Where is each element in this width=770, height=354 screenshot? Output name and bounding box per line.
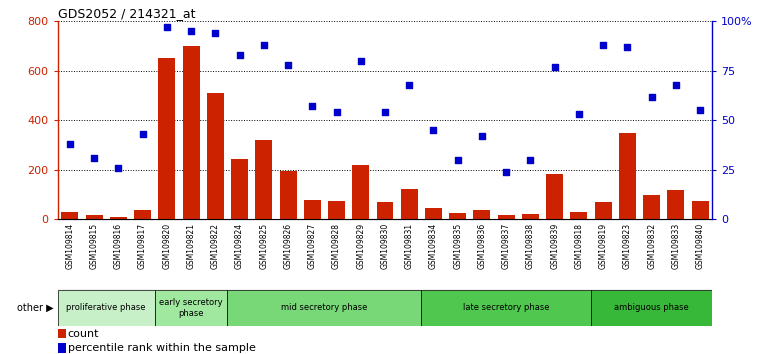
Bar [522, 214, 539, 219]
Bar [280, 171, 296, 219]
Point [209, 30, 222, 36]
Bar [425, 208, 442, 219]
Point [500, 169, 512, 175]
Point [451, 157, 464, 163]
Text: GSM109821: GSM109821 [186, 223, 196, 269]
Bar [62, 212, 79, 219]
Bar [58, 343, 65, 353]
Text: GSM109832: GSM109832 [647, 223, 656, 269]
Point [403, 82, 415, 87]
Text: GSM109819: GSM109819 [598, 223, 608, 269]
Text: GSM109817: GSM109817 [138, 223, 147, 269]
Bar [571, 212, 588, 219]
Bar [668, 190, 685, 219]
Text: percentile rank within the sample: percentile rank within the sample [68, 343, 256, 353]
Point [258, 42, 270, 48]
Bar [110, 217, 127, 219]
Text: other ▶: other ▶ [17, 303, 54, 313]
Point [427, 127, 440, 133]
Point [670, 82, 682, 87]
Point [694, 108, 706, 113]
Bar [421, 290, 591, 326]
Bar [594, 202, 611, 219]
Point [524, 157, 537, 163]
Bar [58, 290, 155, 326]
Text: GSM109836: GSM109836 [477, 223, 487, 269]
Point [597, 42, 609, 48]
Point [306, 104, 319, 109]
Text: GSM109829: GSM109829 [357, 223, 365, 269]
Point [88, 155, 100, 161]
Point [621, 44, 634, 50]
Text: GSM109824: GSM109824 [235, 223, 244, 269]
Bar [256, 140, 273, 219]
Text: GSM109833: GSM109833 [671, 223, 681, 269]
Bar [497, 215, 514, 219]
Text: GSM109840: GSM109840 [695, 223, 705, 269]
Bar [643, 195, 660, 219]
Bar [182, 46, 199, 219]
Bar [546, 173, 563, 219]
Text: GSM109825: GSM109825 [259, 223, 268, 269]
Point [136, 131, 149, 137]
Point [476, 133, 488, 139]
Text: GSM109835: GSM109835 [454, 223, 462, 269]
Bar [400, 188, 417, 219]
Bar [691, 201, 708, 219]
Point [282, 62, 294, 68]
Point [330, 110, 343, 115]
Point [64, 141, 76, 147]
Bar [449, 213, 466, 219]
Bar [619, 133, 636, 219]
Bar [304, 200, 321, 219]
Text: proliferative phase: proliferative phase [66, 303, 146, 313]
Text: GSM109816: GSM109816 [114, 223, 123, 269]
Point [573, 112, 585, 117]
Bar [155, 290, 227, 326]
Text: GSM109823: GSM109823 [623, 223, 632, 269]
Text: GSM109838: GSM109838 [526, 223, 535, 269]
Point [161, 24, 173, 30]
Point [355, 58, 367, 64]
Bar [159, 58, 176, 219]
Point [548, 64, 561, 70]
Bar [207, 93, 224, 219]
Point [379, 110, 391, 115]
Point [112, 165, 125, 171]
Text: GSM109826: GSM109826 [283, 223, 293, 269]
Text: GSM109837: GSM109837 [502, 223, 511, 269]
Bar [474, 210, 490, 219]
Point [185, 28, 197, 34]
Text: GDS2052 / 214321_at: GDS2052 / 214321_at [58, 7, 196, 20]
Text: GSM109839: GSM109839 [551, 223, 559, 269]
Bar [353, 165, 370, 219]
Text: GSM109814: GSM109814 [65, 223, 75, 269]
Bar [134, 210, 151, 219]
Point [233, 52, 246, 58]
Text: mid secretory phase: mid secretory phase [281, 303, 367, 313]
Text: GSM109822: GSM109822 [211, 223, 219, 269]
Bar [231, 159, 248, 219]
Bar [591, 290, 712, 326]
Text: GSM109818: GSM109818 [574, 223, 584, 269]
Text: GSM109827: GSM109827 [308, 223, 316, 269]
Text: late secretory phase: late secretory phase [463, 303, 550, 313]
Text: GSM109831: GSM109831 [405, 223, 413, 269]
Bar [227, 290, 421, 326]
Text: early secretory
phase: early secretory phase [159, 298, 223, 318]
Text: GSM109828: GSM109828 [332, 223, 341, 269]
Text: count: count [68, 329, 99, 339]
Text: GSM109815: GSM109815 [89, 223, 99, 269]
Point [645, 94, 658, 99]
Bar [85, 215, 102, 219]
Text: GSM109830: GSM109830 [380, 223, 390, 269]
Text: GSM109820: GSM109820 [162, 223, 172, 269]
Bar [377, 202, 393, 219]
Bar [58, 329, 65, 338]
Text: GSM109834: GSM109834 [429, 223, 438, 269]
Text: ambiguous phase: ambiguous phase [614, 303, 689, 313]
Bar [328, 201, 345, 219]
